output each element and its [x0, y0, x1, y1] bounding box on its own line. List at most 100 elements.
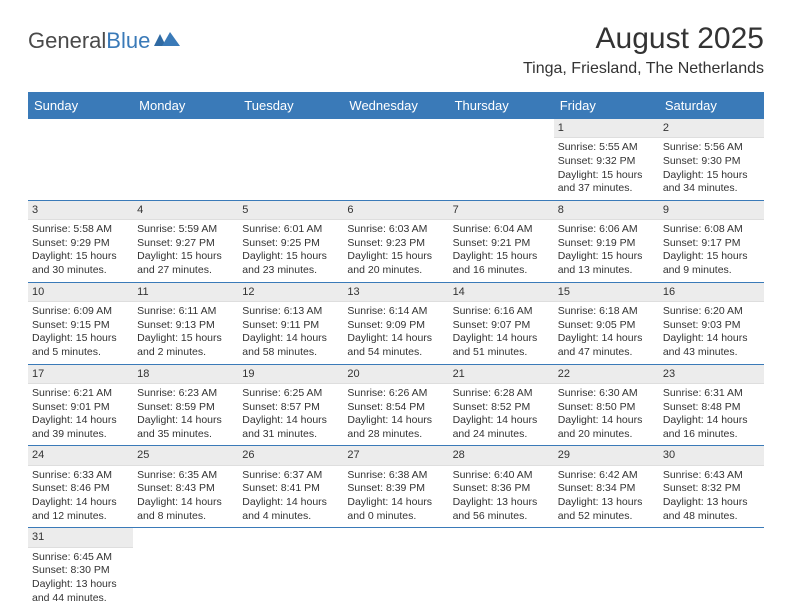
sunrise-text: Sunrise: 6:33 AM: [32, 469, 129, 483]
day-name: Wednesday: [343, 92, 448, 119]
daylight-text: Daylight: 15 hours and 2 minutes.: [137, 332, 234, 359]
sunrise-text: Sunrise: 5:58 AM: [32, 223, 129, 237]
day-cell: 29Sunrise: 6:42 AMSunset: 8:34 PMDayligh…: [554, 446, 659, 527]
day-number: 5: [238, 201, 343, 220]
day-body: Sunrise: 6:30 AMSunset: 8:50 PMDaylight:…: [554, 384, 659, 446]
day-body: Sunrise: 6:14 AMSunset: 9:09 PMDaylight:…: [343, 302, 448, 364]
logo-text-b: Blue: [106, 28, 150, 54]
day-cell: [133, 119, 238, 200]
sunrise-text: Sunrise: 5:59 AM: [137, 223, 234, 237]
daylight-text: Daylight: 13 hours and 44 minutes.: [32, 578, 129, 605]
daylight-text: Daylight: 15 hours and 20 minutes.: [347, 250, 444, 277]
sunrise-text: Sunrise: 6:40 AM: [453, 469, 550, 483]
daylight-text: Daylight: 15 hours and 23 minutes.: [242, 250, 339, 277]
sunrise-text: Sunrise: 6:31 AM: [663, 387, 760, 401]
calendar-week: 3Sunrise: 5:58 AMSunset: 9:29 PMDaylight…: [28, 201, 764, 283]
daylight-text: Daylight: 14 hours and 58 minutes.: [242, 332, 339, 359]
day-cell: 14Sunrise: 6:16 AMSunset: 9:07 PMDayligh…: [449, 283, 554, 364]
day-number: 3: [28, 201, 133, 220]
day-body: Sunrise: 6:33 AMSunset: 8:46 PMDaylight:…: [28, 466, 133, 528]
day-cell: [449, 119, 554, 200]
sunset-text: Sunset: 9:27 PM: [137, 237, 234, 251]
daylight-text: Daylight: 15 hours and 27 minutes.: [137, 250, 234, 277]
daylight-text: Daylight: 14 hours and 0 minutes.: [347, 496, 444, 523]
day-cell: 11Sunrise: 6:11 AMSunset: 9:13 PMDayligh…: [133, 283, 238, 364]
sunset-text: Sunset: 9:01 PM: [32, 401, 129, 415]
sunrise-text: Sunrise: 6:21 AM: [32, 387, 129, 401]
day-number: 12: [238, 283, 343, 302]
day-number: 14: [449, 283, 554, 302]
day-number: 9: [659, 201, 764, 220]
day-number: 16: [659, 283, 764, 302]
day-body: Sunrise: 6:03 AMSunset: 9:23 PMDaylight:…: [343, 220, 448, 282]
day-number: 30: [659, 446, 764, 465]
day-cell: 5Sunrise: 6:01 AMSunset: 9:25 PMDaylight…: [238, 201, 343, 282]
day-cell: 23Sunrise: 6:31 AMSunset: 8:48 PMDayligh…: [659, 365, 764, 446]
sunset-text: Sunset: 9:11 PM: [242, 319, 339, 333]
day-cell: 8Sunrise: 6:06 AMSunset: 9:19 PMDaylight…: [554, 201, 659, 282]
sunset-text: Sunset: 9:03 PM: [663, 319, 760, 333]
calendar-week: 31Sunrise: 6:45 AMSunset: 8:30 PMDayligh…: [28, 528, 764, 609]
sunset-text: Sunset: 9:32 PM: [558, 155, 655, 169]
daylight-text: Daylight: 14 hours and 43 minutes.: [663, 332, 760, 359]
sunrise-text: Sunrise: 6:16 AM: [453, 305, 550, 319]
daylight-text: Daylight: 15 hours and 13 minutes.: [558, 250, 655, 277]
daylight-text: Daylight: 14 hours and 47 minutes.: [558, 332, 655, 359]
daylight-text: Daylight: 15 hours and 9 minutes.: [663, 250, 760, 277]
day-cell: 17Sunrise: 6:21 AMSunset: 9:01 PMDayligh…: [28, 365, 133, 446]
day-body: Sunrise: 6:18 AMSunset: 9:05 PMDaylight:…: [554, 302, 659, 364]
calendar-week: 10Sunrise: 6:09 AMSunset: 9:15 PMDayligh…: [28, 283, 764, 365]
day-cell: 4Sunrise: 5:59 AMSunset: 9:27 PMDaylight…: [133, 201, 238, 282]
day-number: 31: [28, 528, 133, 547]
sunset-text: Sunset: 9:23 PM: [347, 237, 444, 251]
sunrise-text: Sunrise: 6:06 AM: [558, 223, 655, 237]
day-cell: 31Sunrise: 6:45 AMSunset: 8:30 PMDayligh…: [28, 528, 133, 609]
day-cell: 19Sunrise: 6:25 AMSunset: 8:57 PMDayligh…: [238, 365, 343, 446]
sunrise-text: Sunrise: 6:26 AM: [347, 387, 444, 401]
day-cell: [343, 119, 448, 200]
sunset-text: Sunset: 9:09 PM: [347, 319, 444, 333]
day-number: 26: [238, 446, 343, 465]
sunrise-text: Sunrise: 6:14 AM: [347, 305, 444, 319]
sunrise-text: Sunrise: 6:45 AM: [32, 551, 129, 565]
daylight-text: Daylight: 15 hours and 34 minutes.: [663, 169, 760, 196]
location-text: Tinga, Friesland, The Netherlands: [523, 60, 764, 78]
day-number: 15: [554, 283, 659, 302]
sunrise-text: Sunrise: 6:08 AM: [663, 223, 760, 237]
day-cell: [28, 119, 133, 200]
sunset-text: Sunset: 8:48 PM: [663, 401, 760, 415]
sunset-text: Sunset: 9:13 PM: [137, 319, 234, 333]
day-name: Saturday: [659, 92, 764, 119]
daylight-text: Daylight: 14 hours and 24 minutes.: [453, 414, 550, 441]
day-number: 6: [343, 201, 448, 220]
day-cell: [238, 528, 343, 609]
daylight-text: Daylight: 15 hours and 30 minutes.: [32, 250, 129, 277]
page-header: GeneralBlue August 2025 Tinga, Friesland…: [28, 22, 764, 78]
logo-text-a: General: [28, 28, 106, 54]
sunset-text: Sunset: 9:15 PM: [32, 319, 129, 333]
daylight-text: Daylight: 14 hours and 28 minutes.: [347, 414, 444, 441]
day-cell: 2Sunrise: 5:56 AMSunset: 9:30 PMDaylight…: [659, 119, 764, 200]
day-number: 20: [343, 365, 448, 384]
sunset-text: Sunset: 9:17 PM: [663, 237, 760, 251]
day-body: Sunrise: 6:09 AMSunset: 9:15 PMDaylight:…: [28, 302, 133, 364]
day-cell: [659, 528, 764, 609]
day-number: 21: [449, 365, 554, 384]
sunset-text: Sunset: 8:46 PM: [32, 482, 129, 496]
day-body: Sunrise: 6:42 AMSunset: 8:34 PMDaylight:…: [554, 466, 659, 528]
day-body: Sunrise: 6:11 AMSunset: 9:13 PMDaylight:…: [133, 302, 238, 364]
sunset-text: Sunset: 8:36 PM: [453, 482, 550, 496]
sunrise-text: Sunrise: 5:56 AM: [663, 141, 760, 155]
day-body: Sunrise: 5:59 AMSunset: 9:27 PMDaylight:…: [133, 220, 238, 282]
daylight-text: Daylight: 15 hours and 16 minutes.: [453, 250, 550, 277]
sunset-text: Sunset: 8:57 PM: [242, 401, 339, 415]
sunrise-text: Sunrise: 6:18 AM: [558, 305, 655, 319]
day-body: Sunrise: 6:01 AMSunset: 9:25 PMDaylight:…: [238, 220, 343, 282]
day-number: 17: [28, 365, 133, 384]
daylight-text: Daylight: 14 hours and 31 minutes.: [242, 414, 339, 441]
daylight-text: Daylight: 13 hours and 56 minutes.: [453, 496, 550, 523]
day-number: 18: [133, 365, 238, 384]
sunset-text: Sunset: 8:34 PM: [558, 482, 655, 496]
day-body: Sunrise: 6:08 AMSunset: 9:17 PMDaylight:…: [659, 220, 764, 282]
day-cell: 1Sunrise: 5:55 AMSunset: 9:32 PMDaylight…: [554, 119, 659, 200]
